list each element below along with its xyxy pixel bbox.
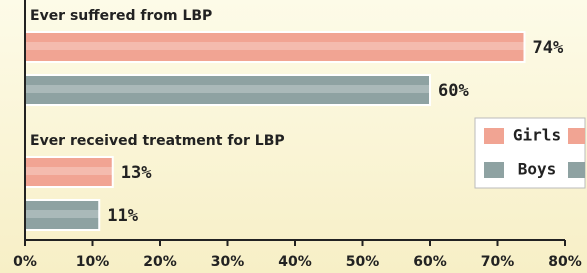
x-tick-label: 10%	[76, 254, 110, 270]
group-label: Ever suffered from LBP	[30, 8, 212, 24]
x-tick-label: 50%	[346, 254, 380, 270]
group-label: Ever received treatment for LBP	[30, 133, 285, 149]
bar-shine	[25, 85, 430, 93]
x-tick-label: 0%	[13, 254, 37, 270]
x-tick-label: 20%	[143, 254, 177, 270]
value-label: 13%	[121, 163, 152, 183]
legend-swatch	[484, 162, 504, 178]
x-tick-label: 40%	[278, 254, 312, 270]
chart: Girls Boys 0% 10% 20% 30% 40% 50% 60% 70% 80% Ever…	[0, 0, 587, 273]
x-tick-label: 80%	[548, 254, 582, 270]
bar-shine	[25, 210, 99, 218]
value-label: 11%	[107, 206, 138, 226]
x-tick-label: 60%	[413, 254, 447, 270]
bar-shine	[25, 42, 525, 50]
legend-label: Girls	[513, 126, 561, 145]
value-label: 60%	[438, 81, 469, 101]
legend-swatch	[568, 162, 585, 178]
legend: Girls Boys	[475, 118, 585, 188]
legend-swatch	[484, 128, 504, 144]
value-label: 74%	[533, 38, 564, 58]
x-tick-label: 30%	[211, 254, 245, 270]
legend-swatch	[568, 128, 585, 144]
legend-label: Boys	[518, 160, 557, 179]
x-tick-label: 70%	[481, 254, 515, 270]
bar-shine	[25, 167, 113, 175]
